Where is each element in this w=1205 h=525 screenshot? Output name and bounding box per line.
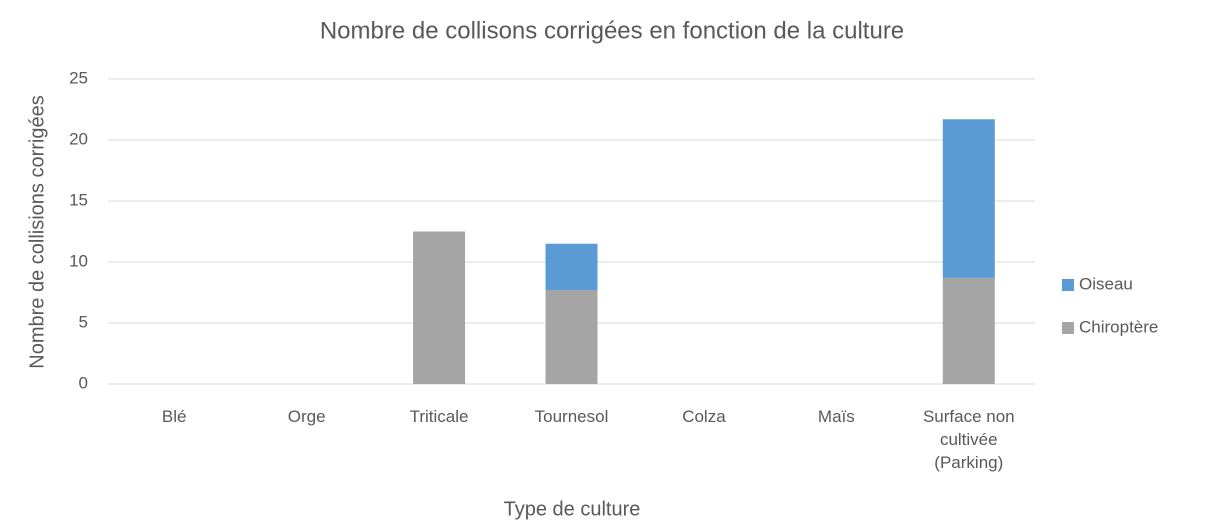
x-tick-label: Tournesol — [534, 407, 609, 426]
chart-title: Nombre de collisons corrigées en fonctio… — [320, 17, 904, 44]
x-tick-label: Triticale — [409, 407, 469, 426]
y-tick-label: 15 — [69, 190, 88, 209]
bar-segment — [545, 290, 598, 384]
y-axis-label: Nombre de collisions corrigées — [26, 95, 48, 368]
x-tick-label: Surface non cultivée (Parking) — [922, 407, 1015, 472]
legend-label: Oiseau — [1079, 274, 1133, 293]
legend-label: Chiroptère — [1079, 317, 1158, 336]
x-tick-label: Colza — [682, 407, 726, 426]
y-tick-label: 20 — [69, 129, 88, 148]
legend-swatch — [1062, 279, 1074, 291]
x-tick-label: Orge — [287, 407, 326, 426]
x-tick-label: Maïs — [817, 407, 855, 426]
bar-segment — [545, 243, 598, 291]
y-tick-label: 25 — [69, 68, 88, 87]
y-tick-label: 0 — [79, 373, 88, 392]
x-tick-label: Blé — [161, 407, 187, 426]
bar-segment — [942, 119, 995, 278]
x-axis-label: Type de culture — [504, 498, 641, 520]
y-tick-label: 10 — [69, 251, 88, 270]
y-tick-label: 5 — [79, 312, 88, 331]
bar-segment — [413, 231, 466, 384]
bar-segment — [942, 277, 995, 384]
legend-swatch — [1062, 322, 1074, 334]
